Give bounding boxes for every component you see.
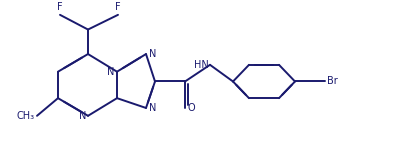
Text: O: O bbox=[187, 103, 195, 113]
Text: N: N bbox=[149, 103, 156, 113]
Text: HN: HN bbox=[194, 60, 209, 70]
Text: Br: Br bbox=[327, 76, 338, 86]
Text: N: N bbox=[107, 67, 114, 77]
Text: N: N bbox=[79, 111, 86, 121]
Text: N: N bbox=[149, 49, 156, 59]
Text: CH₃: CH₃ bbox=[17, 111, 35, 121]
Text: F: F bbox=[115, 2, 121, 12]
Text: F: F bbox=[57, 2, 63, 12]
